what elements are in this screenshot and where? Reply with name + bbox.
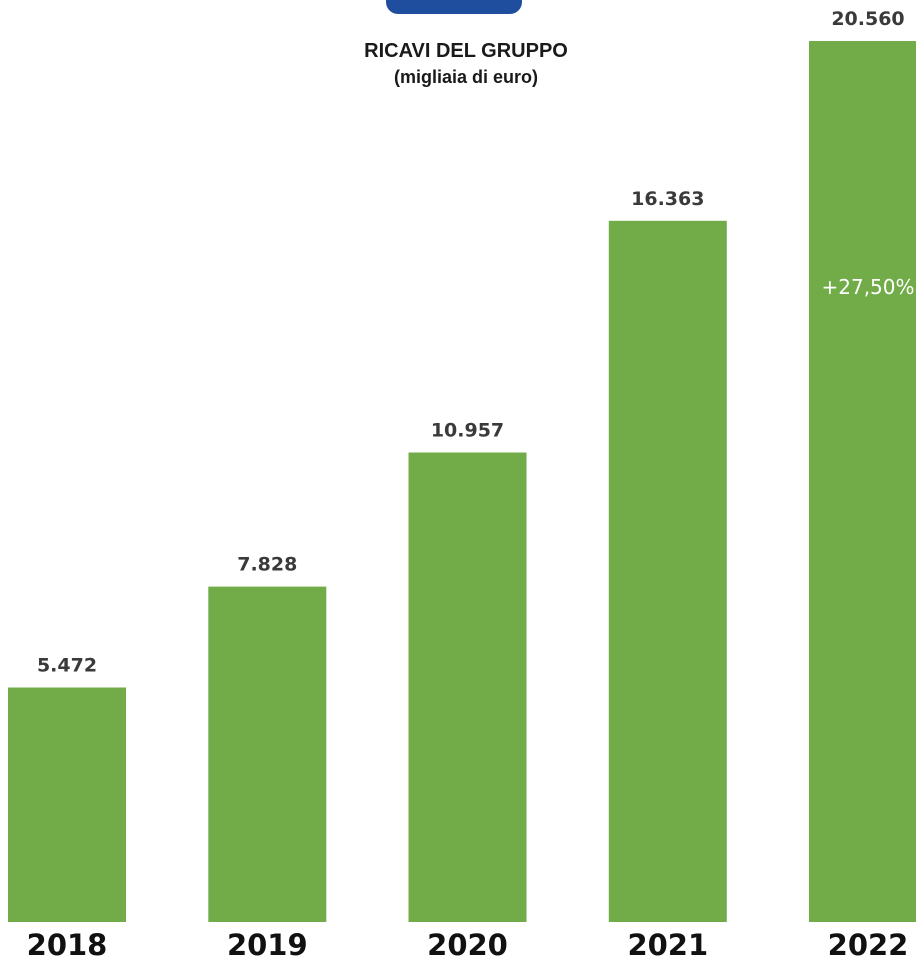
- value-label-2022: 20.560: [831, 8, 904, 30]
- annotations-group: +27,50%: [821, 275, 914, 299]
- value-labels-group: 5.472 7.828 10.957 16.363 20.560: [37, 8, 905, 677]
- bar-2018: [8, 687, 126, 922]
- chart-subtitle: (migliaia di euro): [394, 67, 538, 87]
- header-badge: [386, 0, 522, 14]
- chart-title: RICAVI DEL GRUPPO: [364, 40, 568, 62]
- value-label-2018: 5.472: [37, 655, 97, 677]
- bar-2020: [408, 452, 527, 922]
- year-label-2020: 2020: [427, 928, 508, 958]
- year-labels-group: 2018 2019 2020 2021 2022: [27, 928, 909, 958]
- bars-group: [8, 41, 916, 923]
- year-label-2018: 2018: [27, 928, 108, 958]
- year-label-2022: 2022: [828, 928, 909, 958]
- value-label-2020: 10.957: [431, 420, 504, 442]
- year-label-2019: 2019: [227, 928, 308, 958]
- bar-2022: [809, 41, 916, 922]
- growth-annotation-2022: +27,50%: [821, 275, 914, 299]
- bar-2021: [608, 220, 727, 923]
- value-label-2021: 16.363: [631, 188, 704, 210]
- year-label-2021: 2021: [627, 928, 708, 958]
- bar-2019: [208, 586, 327, 922]
- value-label-2019: 7.828: [237, 554, 297, 576]
